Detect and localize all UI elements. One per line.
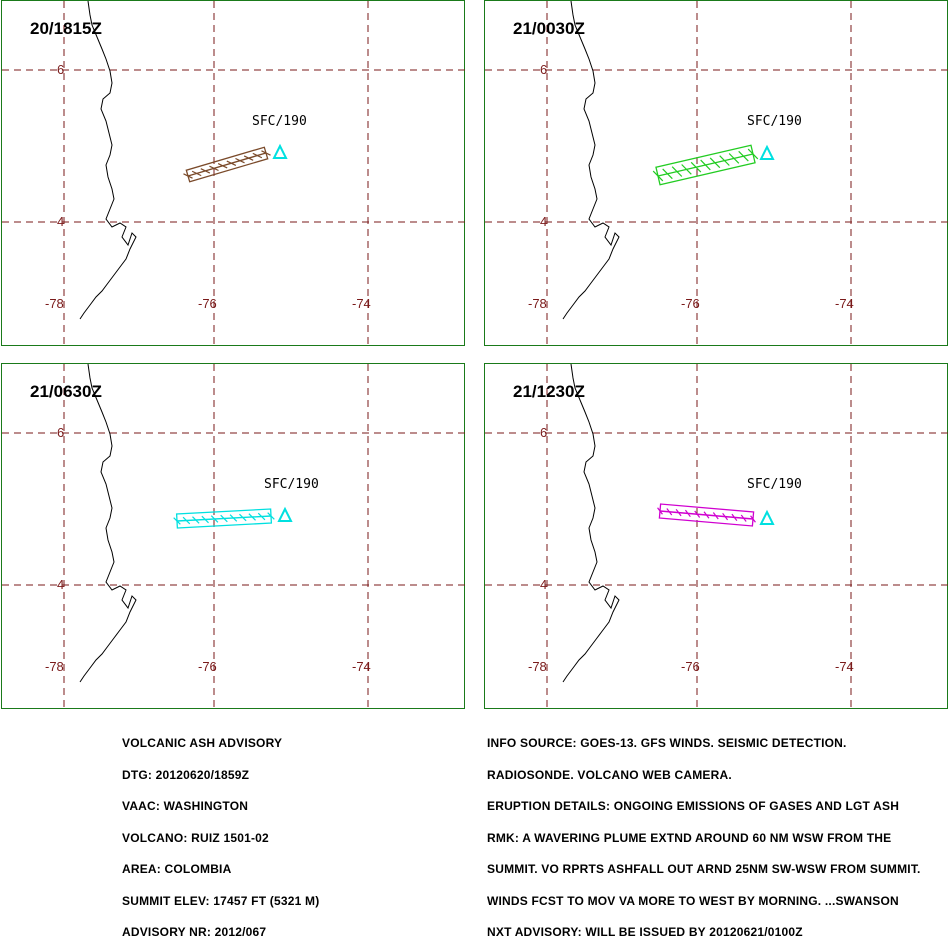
advisory-line: VAAC: WASHINGTON	[122, 799, 249, 813]
map-panel-1: 20/1815Z SFC/190 6 4 -78 -76 -74	[1, 0, 466, 347]
lon-label-74: -74	[352, 659, 371, 674]
map-canvas	[2, 364, 466, 710]
panel-time-label: 21/0030Z	[513, 19, 585, 38]
map-canvas	[2, 1, 466, 347]
ash-plume-axis	[176, 515, 272, 522]
ash-plume-outline	[655, 144, 756, 186]
advisory-line: NXT ADVISORY: WILL BE ISSUED BY 20120621…	[487, 925, 803, 939]
lon-label-76: -76	[198, 659, 217, 674]
ash-plume	[652, 144, 759, 186]
panel-time-label: 20/1815Z	[30, 19, 102, 38]
map-panel-2: 21/0030Z SFC/190 6 4 -78 -76 -74	[484, 0, 949, 347]
advisory-line: VOLCANO: RUIZ 1501-02	[122, 830, 269, 845]
ash-level-label: SFC/190	[252, 114, 307, 129]
advisory-line: VOLCANIC ASH ADVISORY	[122, 736, 283, 750]
ash-plume-outline	[658, 503, 755, 527]
volcano-marker	[277, 506, 293, 522]
ash-plume-outline	[185, 146, 269, 183]
advisory-line: AREA: COLOMBIA	[122, 862, 232, 876]
lat-label-4: 4	[540, 577, 548, 592]
lon-label-76: -76	[198, 296, 217, 311]
lon-label-74: -74	[352, 296, 371, 311]
ash-plume-axis	[187, 152, 267, 177]
lon-label-78: -78	[45, 296, 64, 311]
advisory-line: RADIOSONDE. VOLCANO WEB CAMERA.	[487, 767, 732, 782]
lon-label-74: -74	[835, 659, 854, 674]
coastline	[562, 364, 620, 683]
advisory-line: ERUPTION DETAILS: ONGOING EMISSIONS OF G…	[487, 799, 900, 813]
panel-time-label: 21/0630Z	[30, 382, 102, 401]
lat-label-6: 6	[540, 62, 548, 77]
ash-plume-axis	[659, 510, 754, 520]
map-panel-3: 21/0630Z SFC/190 6 4 -78 -76 -74	[1, 363, 466, 710]
panel-time-label: 21/1230Z	[513, 382, 585, 401]
volcano-marker	[272, 143, 288, 159]
map-canvas	[485, 1, 949, 347]
ash-plume-outline	[175, 508, 273, 529]
advisory-details-block: INFO SOURCE: GOES-13. GFS WINDS. SEISMIC…	[487, 717, 921, 948]
ash-plume	[173, 508, 275, 529]
advisory-line: WINDS FCST TO MOV VA MORE TO WEST BY MOR…	[487, 893, 899, 908]
volcano-marker	[759, 144, 775, 160]
lon-label-76: -76	[681, 296, 700, 311]
ash-plume-axis	[657, 153, 754, 177]
ash-level-label: SFC/190	[747, 114, 802, 129]
lat-label-6: 6	[57, 62, 65, 77]
coastline	[79, 1, 137, 320]
lat-label-6: 6	[57, 425, 65, 440]
coastline	[79, 364, 137, 683]
advisory-line: SUMMIT. VO RPRTS ASHFALL OUT ARND 25NM S…	[487, 862, 921, 876]
map-panel-4: 21/1230Z SFC/190 6 4 -78 -76 -74	[484, 363, 949, 710]
lat-label-4: 4	[57, 577, 65, 592]
coastline	[562, 1, 620, 320]
lat-label-4: 4	[57, 214, 65, 229]
lat-label-6: 6	[540, 425, 548, 440]
lon-label-74: -74	[835, 296, 854, 311]
map-canvas	[485, 364, 949, 710]
lat-label-4: 4	[540, 214, 548, 229]
lon-label-78: -78	[528, 659, 547, 674]
advisory-line: ADVISORY NR: 2012/067	[122, 925, 267, 939]
advisory-header-block: VOLCANIC ASH ADVISORY DTG: 20120620/1859…	[122, 717, 319, 948]
advisory-line: SUMMIT ELEV: 17457 FT (5321 M)	[122, 893, 320, 908]
ash-level-label: SFC/190	[264, 477, 319, 492]
advisory-line: RMK: A WAVERING PLUME EXTND AROUND 60 NM…	[487, 830, 892, 845]
lon-label-78: -78	[45, 659, 64, 674]
volcano-marker	[759, 509, 775, 525]
lon-label-76: -76	[681, 659, 700, 674]
ash-plume	[183, 146, 271, 183]
ash-level-label: SFC/190	[747, 477, 802, 492]
advisory-line: DTG: 20120620/1859Z	[122, 767, 250, 782]
ash-plume	[657, 503, 756, 527]
lon-label-78: -78	[528, 296, 547, 311]
advisory-line: INFO SOURCE: GOES-13. GFS WINDS. SEISMIC…	[487, 736, 847, 750]
